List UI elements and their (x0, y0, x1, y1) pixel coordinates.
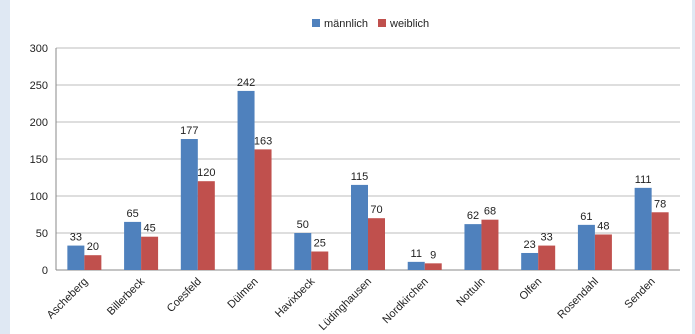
data-label: 163 (254, 135, 272, 147)
data-label: 68 (484, 206, 496, 218)
bar-maennlich (577, 224, 595, 270)
bar-maennlich (67, 245, 85, 270)
x-tick-label: Billerbeck (105, 275, 148, 318)
data-label: 23 (524, 239, 536, 251)
x-tick-label: Havixbeck (273, 275, 318, 320)
data-label: 33 (70, 232, 82, 244)
data-label: 9 (430, 249, 436, 261)
bar-weiblich (141, 236, 159, 270)
bar-weiblich (254, 149, 272, 270)
data-label: 25 (314, 238, 326, 250)
x-tick-label: Dülmen (225, 276, 260, 311)
bar-weiblich (594, 234, 612, 270)
data-label: 61 (580, 211, 592, 223)
data-labels: 33 20 65 45 177 120 242 163 50 25 115 70 11 9 62 68 23 33… (70, 77, 667, 261)
bar-weiblich (424, 263, 442, 270)
bar-weiblich (538, 245, 556, 270)
legend-swatch (312, 19, 320, 27)
x-tick-label: Nordkirchen (380, 276, 430, 326)
bar-maennlich (124, 221, 142, 270)
data-label: 78 (654, 198, 666, 210)
bar-maennlich (294, 233, 312, 270)
data-label: 20 (87, 241, 99, 253)
data-label: 242 (237, 77, 255, 89)
data-label: 45 (143, 223, 155, 235)
y-tick-label: 0 (42, 265, 48, 277)
y-tick-label: 100 (30, 191, 48, 203)
bar-weiblich (481, 219, 499, 270)
y-tick-label: 50 (36, 228, 48, 240)
x-tick-label: Lüdinghausen (317, 276, 374, 333)
x-tick-label: Senden (622, 276, 657, 311)
x-tick-label: Coesfeld (165, 276, 204, 315)
data-label: 33 (541, 232, 553, 244)
x-tick-label: Olfen (517, 276, 544, 303)
bar-maennlich (237, 90, 255, 270)
data-label: 62 (467, 210, 479, 222)
bar-maennlich (351, 184, 368, 270)
bar-maennlich (634, 187, 652, 270)
bar-maennlich (464, 224, 482, 270)
data-label: 11 (411, 248, 422, 260)
bar-weiblich (311, 251, 329, 270)
legend-label: weiblich (389, 18, 429, 30)
y-tick-label: 200 (30, 117, 48, 129)
bar-chart: 33 20 65 45 177 120 242 163 50 25 115 70 11 9 62 68 23 33… (30, 18, 680, 333)
data-label: 70 (370, 204, 382, 216)
y-tick-label: 150 (30, 154, 48, 166)
bar-maennlich (521, 252, 539, 270)
bar-weiblich (651, 212, 669, 270)
bar-weiblich (84, 255, 102, 270)
x-axis-ticks: Ascheberg Billerbeck Coesfeld Dülmen Havixbe… (45, 275, 658, 333)
data-label: 115 (351, 171, 369, 183)
data-label: 65 (126, 208, 138, 220)
y-tick-label: 300 (30, 43, 48, 55)
legend-swatch (378, 19, 386, 27)
chart-area: 33 20 65 45 177 120 242 163 50 25 115 70 11 9 62 68 23 33… (10, 0, 692, 334)
data-label: 177 (180, 125, 198, 137)
data-label: 111 (635, 174, 652, 186)
y-axis-ticks: 0 50 100 150 200 250 300 (30, 43, 48, 277)
bars (67, 90, 669, 270)
data-label: 50 (297, 219, 309, 231)
bar-maennlich (407, 261, 425, 270)
x-tick-label: Rosendahl (555, 276, 601, 322)
data-label: 120 (197, 167, 215, 179)
legend-label: männlich (324, 18, 368, 30)
bar-weiblich (368, 218, 385, 270)
legend: männlich weiblich (312, 18, 429, 30)
data-label: 48 (597, 220, 609, 232)
x-tick-label: Nottuln (454, 276, 487, 309)
y-tick-label: 250 (30, 80, 48, 92)
x-tick-label: Ascheberg (45, 276, 91, 322)
bar-maennlich (180, 139, 198, 270)
bar-weiblich (197, 181, 215, 270)
